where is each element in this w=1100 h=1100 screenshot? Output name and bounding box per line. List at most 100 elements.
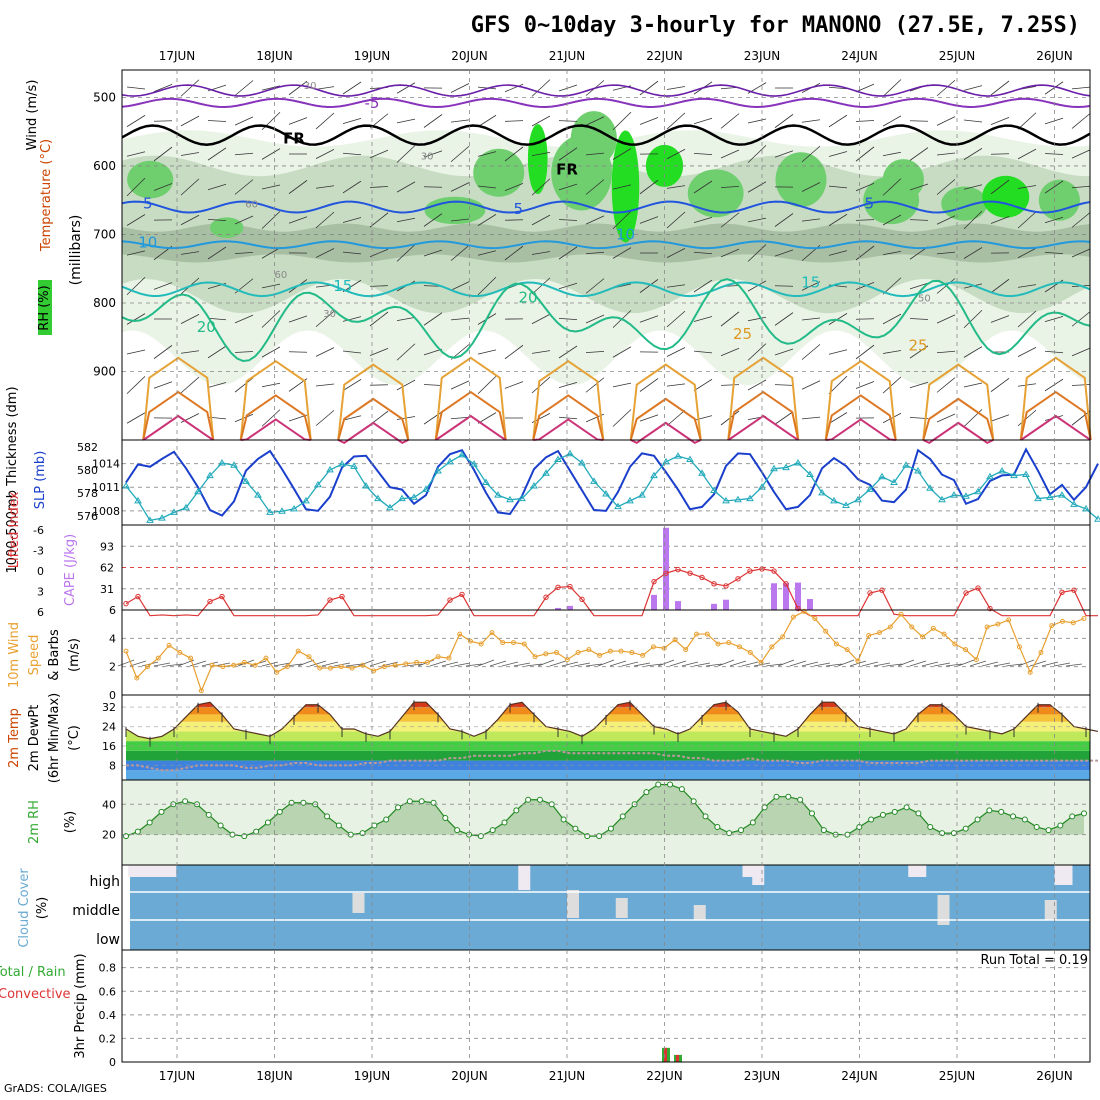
thickness-point: [302, 496, 310, 504]
rh2m-point: [655, 781, 662, 788]
wind10m-point: [833, 641, 839, 647]
wind-barb-10m: [489, 660, 507, 667]
wind-barb: [153, 84, 173, 92]
wind-barb: [207, 147, 227, 161]
wind-barb: [369, 149, 389, 159]
cloud-mid-patch: [352, 893, 365, 913]
thickness-point: [326, 465, 334, 473]
wind-barb: [828, 349, 848, 355]
wind-barb: [1071, 149, 1091, 159]
wind10m-point: [866, 633, 872, 638]
wind-barb-10m: [837, 659, 855, 667]
wind10m-point: [618, 648, 624, 654]
wind-barb: [936, 152, 956, 156]
wind-barb: [396, 118, 416, 124]
wind-barb: [153, 345, 173, 359]
thickness-point: [458, 450, 466, 458]
wind-barb: [693, 117, 713, 125]
wind-barb-10m: [885, 663, 903, 667]
date-label-bottom: 17JUN: [159, 1069, 196, 1083]
thickness-point: [530, 481, 538, 489]
wind-barb: [747, 316, 767, 322]
wind-barb-10m: [765, 663, 783, 667]
wind-barb: [234, 179, 254, 195]
rh-bright-3: [982, 175, 1030, 218]
wind-barb: [153, 282, 173, 290]
thickness-point: [686, 455, 694, 463]
wind-barb: [396, 244, 416, 262]
wind-barb: [990, 117, 1010, 125]
cloud-high-gap: [1054, 865, 1073, 885]
wind10m-point: [780, 634, 786, 640]
li-point: [711, 581, 717, 587]
thickness-point: [446, 457, 454, 465]
wind10m-point: [155, 655, 161, 661]
slp-line: [125, 447, 1099, 517]
wind10m-point: [607, 648, 613, 654]
thickness-point: [518, 494, 526, 502]
wind-barb: [504, 83, 524, 93]
wind-barb: [882, 79, 902, 97]
precip-conv-bar: [664, 1047, 667, 1062]
wind-barb-10m: [1041, 661, 1059, 667]
wind10m-point: [844, 647, 850, 653]
cape-bar: [567, 605, 573, 610]
ytick-cape: 31: [100, 583, 114, 596]
thickness-point: [794, 459, 802, 466]
ytick-thickness: 576: [77, 510, 98, 523]
rh-cell-10: [941, 186, 988, 221]
wind-barb: [126, 214, 146, 226]
wind-barb: [666, 347, 686, 357]
wind-barb: [639, 315, 659, 323]
thickness-point: [698, 469, 706, 476]
wind-barb: [693, 180, 713, 194]
wind-barb: [855, 344, 875, 360]
li-point: [771, 568, 777, 574]
wind-barb-10m: [1005, 663, 1023, 667]
warm-lobe-4-1: [532, 394, 605, 441]
wind-barb: [396, 343, 416, 361]
thickness-point: [662, 457, 670, 465]
isotherm-label: 5: [864, 195, 874, 213]
wind-barb: [801, 344, 821, 360]
wind-barb-10m: [933, 662, 951, 667]
wind10m-point: [543, 651, 549, 657]
wind-barb: [936, 314, 956, 324]
wind-barb: [558, 416, 578, 420]
wind-barb: [1071, 311, 1091, 327]
wind-barb: [261, 283, 281, 289]
rh2m-point: [667, 781, 674, 788]
li-point: [987, 605, 993, 612]
thickness-point: [266, 508, 274, 515]
ytick-wind10m: 2: [109, 661, 116, 674]
wind-barb: [153, 183, 173, 191]
wind10m-point: [360, 662, 366, 668]
wind-barb: [585, 116, 605, 126]
rh-label: 60: [245, 200, 258, 211]
wind10m-point: [284, 664, 290, 670]
wind-barb-10m: [777, 659, 795, 667]
wind-barb: [423, 249, 443, 257]
wind-barb: [531, 151, 551, 157]
wind10m-point: [1049, 623, 1055, 629]
wind-barb: [234, 116, 254, 126]
wind-barb: [828, 412, 848, 424]
wind-barb: [450, 218, 470, 222]
wind-barb: [504, 381, 524, 389]
ytick-slp: 1014: [92, 458, 120, 471]
wind10m-point: [467, 638, 473, 644]
date-label-bottom: 19JUN: [354, 1069, 391, 1083]
wind-barb: [612, 382, 632, 388]
wind-barb: [207, 382, 227, 388]
wind-barb-10m: [1053, 662, 1071, 667]
cape-bar: [783, 583, 789, 610]
li-point: [663, 570, 669, 576]
wind-barb: [882, 214, 902, 226]
thickness-point: [506, 495, 514, 503]
thickness-point: [890, 478, 898, 485]
date-label-bottom: 21JUN: [549, 1069, 586, 1083]
wind-barb: [936, 377, 956, 393]
wind-barb-10m: [825, 663, 843, 667]
wind-barb-10m: [657, 659, 675, 667]
wind10m-point: [941, 631, 947, 637]
